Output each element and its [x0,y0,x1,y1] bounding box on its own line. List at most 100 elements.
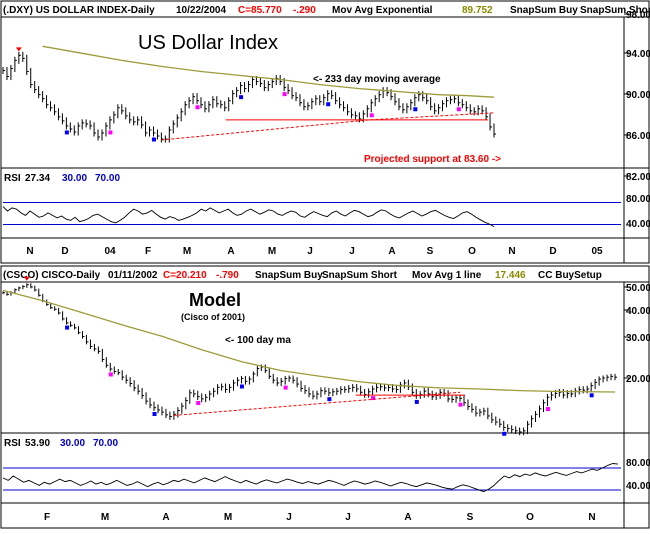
dxy-rsi-upper: 70.00 [95,173,120,184]
dxy-rsi-lower: 30.00 [62,173,87,184]
csco-title: Model [189,290,241,310]
signal-marker [65,325,70,330]
svg-text:F: F [145,246,151,257]
dxy-ma-label: Mov Avg Exponential [332,5,433,16]
dxy-short-label: SnapSum Short [580,5,650,16]
dxy-tick-98: 98.00 [624,10,650,21]
dxy-symbol: (.DXY) US DOLLAR INDEX-Daily [3,5,155,16]
dxy-date-axis: N D 04 F M A M J J A S O N D 05 [26,246,603,257]
svg-text:M: M [101,512,109,523]
csco-rsi-axis: 80.00 40.00 [626,458,650,492]
svg-text:86.00: 86.00 [626,131,650,142]
signal-marker [327,397,332,402]
svg-text:S: S [467,512,474,523]
signal-marker [108,372,113,377]
dxy-date: 10/22/2004 [176,5,226,16]
csco-tick-20: 20.00 [624,374,650,385]
dxy-price-axis: 98.00 94.00 90.00 86.00 82.00 [624,10,650,183]
svg-text:N: N [26,246,33,257]
svg-text:S: S [427,246,434,257]
moving-average-line [2,289,616,393]
dxy-tick-86: 86.00 [624,131,650,142]
svg-text:J: J [286,512,292,523]
svg-text:M: M [183,246,191,257]
csco-ma-note: <- 100 day ma [225,335,291,346]
csco-ma-value: 17.446 [495,270,526,281]
svg-text:80.00: 80.00 [626,458,650,469]
signal-marker [502,431,507,436]
csco-rsi-value: 53.90 [25,438,50,449]
signal-marker [239,384,244,389]
csco-date-axis: F M A M J J A S O N [44,512,596,523]
support-trendline [173,391,461,416]
csco-price-axis: 50.00 40.00 30.00 20.00 [624,283,650,385]
signal-marker [458,402,463,407]
signal-marker [108,130,113,135]
svg-text:98.00: 98.00 [626,10,650,21]
csco-panel: (CSCO) CISCO-Daily 01/11/2002 C=20.210 -… [0,265,650,529]
csco-tick-30: 30.00 [624,333,650,344]
svg-text:20.00: 20.00 [626,374,650,385]
dxy-header: (.DXY) US DOLLAR INDEX-Daily 10/22/2004 … [3,5,650,16]
support-trendline [161,112,495,141]
dxy-support-note: Projected support at 83.60 -> [364,154,501,165]
csco-tick-50: 50.00 [624,283,650,294]
svg-text:90.00: 90.00 [626,90,650,101]
signal-marker [195,105,200,110]
dxy-rsi-header: RSI 27.34 30.00 70.00 [4,173,120,184]
csco-subtitle: (Cisco of 2001) [181,312,245,322]
dxy-panel: (.DXY) US DOLLAR INDEX-Daily 10/22/2004 … [0,0,650,264]
svg-text:J: J [345,512,351,523]
dxy-close: C=85.770 [238,5,282,16]
svg-text:M: M [268,246,276,257]
signal-marker [151,137,156,142]
dxy-buy-label: SnapSum Buy [510,5,578,16]
csco-close: C=20.210 [163,270,207,281]
csco-rsi-label: RSI [4,438,21,449]
signal-marker [371,396,376,401]
svg-text:O: O [526,512,534,523]
svg-text:F: F [44,512,50,523]
csco-price-plot [2,276,617,436]
moving-average-line [42,45,495,98]
svg-text:82.00: 82.00 [626,172,650,183]
csco-rsi-header: RSI 53.90 30.00 70.00 [4,438,118,449]
dxy-tick-82: 82.00 [624,172,650,183]
signal-marker [456,107,461,112]
rsi-line [2,463,619,493]
sell-marker [15,47,22,52]
csco-header: (CSCO) CISCO-Daily 01/11/2002 C=20.210 -… [3,270,602,281]
svg-text:D: D [61,246,68,257]
signal-marker [589,393,594,398]
svg-text:N: N [508,246,515,257]
csco-extra-label: CC BuySetup [538,270,602,281]
dxy-rsi-axis: 80.00 40.00 [626,194,650,230]
dxy-title: US Dollar Index [138,32,278,54]
dxy-frame [0,0,650,264]
csco-ma-label: Mov Avg 1 line [412,270,482,281]
svg-text:D: D [549,246,556,257]
dxy-tick-90: 90.00 [624,90,650,101]
csco-symbol: (CSCO) CISCO-Daily [3,270,101,281]
svg-text:40.00: 40.00 [626,481,650,492]
signal-marker [239,95,244,100]
csco-change: -.790 [216,270,239,281]
signal-marker [282,92,287,97]
csco-rsi-lower: 30.00 [60,438,85,449]
svg-text:N: N [588,512,595,523]
signal-marker [152,412,157,416]
svg-text:04: 04 [104,246,116,257]
csco-short-label: SnapSum Short [322,270,398,281]
svg-text:30.00: 30.00 [626,333,650,344]
svg-text:50.00: 50.00 [626,283,650,294]
svg-text:O: O [468,246,476,257]
signal-marker [545,407,550,412]
svg-text:A: A [227,246,234,257]
dxy-ma-value: 89.752 [462,5,493,16]
csco-tick-40: 40.00 [624,306,650,317]
dxy-price-plot [2,45,496,143]
csco-rsi-plot [2,463,621,493]
signal-marker [196,401,201,405]
rsi-line [2,206,495,227]
